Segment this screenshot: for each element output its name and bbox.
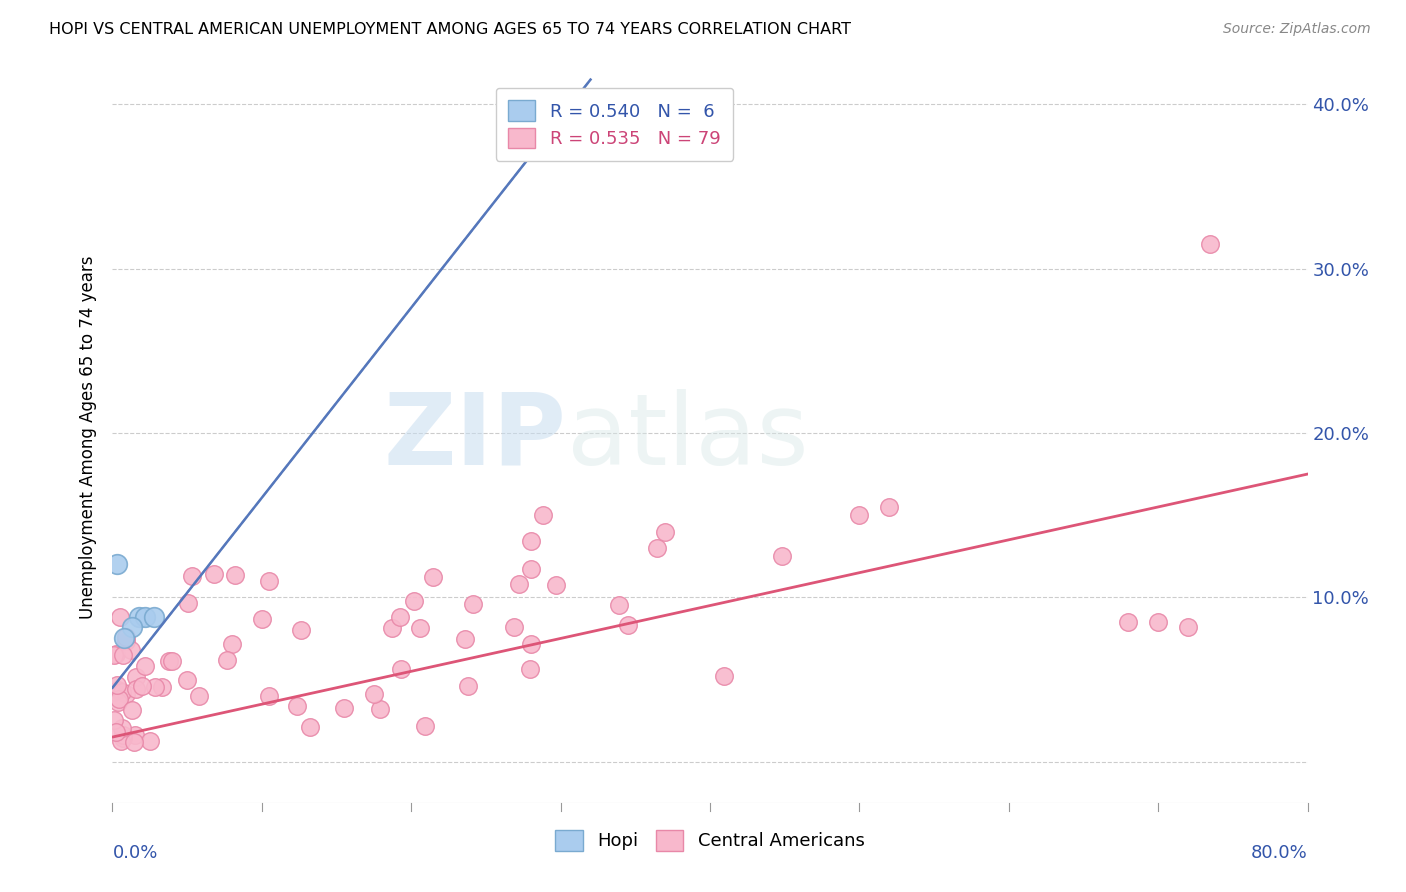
Point [157, 654, 180, 668]
Text: HOPI VS CENTRAL AMERICAN UNEMPLOYMENT AMONG AGES 65 TO 74 YEARS CORRELATION CHAR: HOPI VS CENTRAL AMERICAN UNEMPLOYMENT AM… [49, 22, 851, 37]
Point [128, 610, 150, 624]
Point [381, 621, 404, 635]
Point [848, 508, 870, 523]
Point [224, 568, 246, 582]
Point [770, 549, 793, 564]
Point [134, 610, 156, 624]
Point [287, 698, 309, 713]
Point [122, 735, 145, 749]
Point [110, 734, 132, 748]
Point [1118, 615, 1140, 629]
Point [139, 734, 162, 748]
Point [519, 662, 541, 676]
Point [645, 541, 668, 555]
Point [105, 558, 128, 572]
Point [107, 683, 129, 698]
Point [333, 701, 356, 715]
Point [1199, 236, 1222, 251]
Y-axis label: Unemployment Among Ages 65 to 74 years: Unemployment Among Ages 65 to 74 years [79, 255, 97, 619]
Point [124, 670, 146, 684]
Point [299, 720, 322, 734]
Text: ZIP: ZIP [384, 389, 567, 485]
Point [143, 680, 166, 694]
Point [463, 597, 485, 611]
Point [162, 654, 184, 668]
Legend: Hopi, Central Americans: Hopi, Central Americans [547, 821, 873, 860]
Point [454, 632, 477, 646]
Point [124, 728, 146, 742]
Point [520, 562, 543, 576]
Point [391, 662, 413, 676]
Point [176, 673, 198, 687]
Point [121, 703, 143, 717]
Point [177, 596, 200, 610]
Point [121, 620, 143, 634]
Point [108, 610, 131, 624]
Point [257, 574, 280, 588]
Point [215, 652, 238, 666]
Point [143, 610, 166, 624]
Point [111, 685, 134, 699]
Point [259, 689, 281, 703]
Point [103, 713, 125, 727]
Point [1177, 620, 1199, 634]
Point [104, 725, 127, 739]
Point [124, 682, 146, 697]
Point [115, 634, 138, 648]
Point [1147, 615, 1170, 629]
Point [617, 618, 640, 632]
Point [546, 578, 568, 592]
Point [531, 508, 554, 522]
Point [422, 570, 444, 584]
Point [609, 598, 631, 612]
Point [508, 577, 530, 591]
Point [114, 632, 135, 646]
Text: Source: ZipAtlas.com: Source: ZipAtlas.com [1223, 22, 1371, 37]
Point [107, 695, 129, 709]
Point [120, 642, 142, 657]
Point [221, 637, 243, 651]
Point [879, 500, 901, 514]
Point [409, 621, 432, 635]
Point [103, 648, 125, 663]
Point [388, 610, 411, 624]
Point [115, 630, 138, 644]
Point [105, 678, 128, 692]
Point [519, 533, 541, 548]
Point [112, 648, 135, 663]
Point [108, 692, 131, 706]
Point [150, 680, 173, 694]
Point [713, 668, 735, 682]
Point [112, 728, 135, 742]
Point [404, 594, 426, 608]
Point [252, 612, 274, 626]
Point [111, 721, 134, 735]
Point [368, 702, 391, 716]
Point [105, 647, 128, 661]
Point [413, 719, 436, 733]
Point [519, 637, 541, 651]
Point [363, 687, 385, 701]
Point [290, 624, 312, 638]
Text: 80.0%: 80.0% [1251, 844, 1308, 862]
Point [112, 731, 135, 745]
Text: atlas: atlas [567, 389, 808, 485]
Point [654, 524, 676, 539]
Point [131, 679, 153, 693]
Point [503, 620, 526, 634]
Point [134, 659, 156, 673]
Point [180, 568, 202, 582]
Point [103, 685, 125, 699]
Point [188, 690, 211, 704]
Point [457, 679, 479, 693]
Text: 0.0%: 0.0% [112, 844, 157, 862]
Point [115, 687, 138, 701]
Point [202, 567, 225, 582]
